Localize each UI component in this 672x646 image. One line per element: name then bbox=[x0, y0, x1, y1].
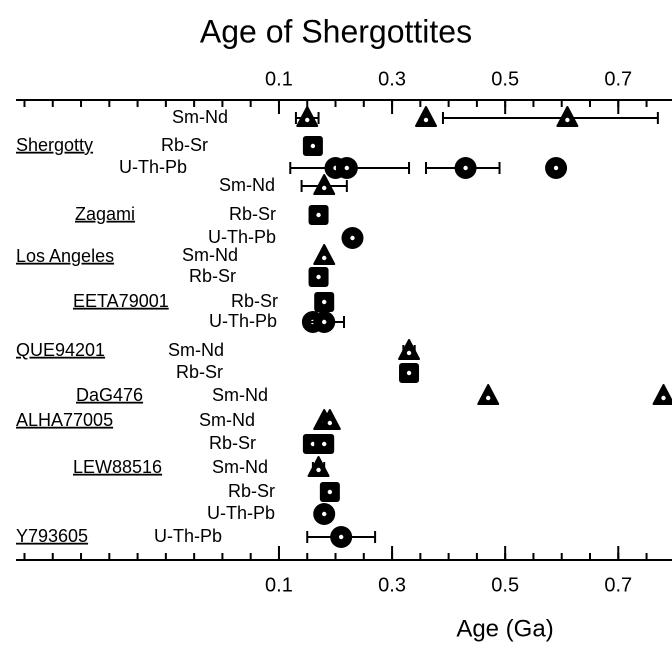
triangle-marker bbox=[652, 384, 672, 405]
meteorite-label: EETA79001 bbox=[73, 291, 169, 311]
marker-dot bbox=[322, 185, 327, 191]
marker-dot bbox=[338, 534, 344, 540]
marker-dot bbox=[553, 165, 559, 171]
method-label: Sm-Nd bbox=[172, 107, 228, 127]
method-label: U-Th-Pb bbox=[154, 526, 222, 546]
meteorite-label: LEW88516 bbox=[73, 457, 162, 477]
meteorite-label: ALHA77005 bbox=[16, 410, 113, 430]
method-label: Rb-Sr bbox=[228, 481, 275, 501]
triangle-marker bbox=[296, 106, 319, 127]
marker-dot bbox=[327, 489, 333, 495]
method-label: U-Th-Pb bbox=[119, 157, 187, 177]
triangle-marker bbox=[415, 106, 437, 127]
marker-dot bbox=[316, 467, 321, 473]
triangle-marker bbox=[318, 409, 341, 430]
method-label: Rb-Sr bbox=[229, 204, 276, 224]
marker-dot bbox=[327, 420, 333, 426]
method-label: Sm-Nd bbox=[199, 410, 255, 430]
triangle-marker bbox=[477, 384, 500, 405]
meteorite-label: Shergotty bbox=[16, 135, 93, 155]
marker-dot bbox=[305, 117, 310, 123]
marker-dot bbox=[344, 165, 350, 171]
marker-dot bbox=[463, 165, 468, 171]
method-label: Sm-Nd bbox=[219, 175, 275, 195]
triangle-marker bbox=[398, 339, 421, 360]
marker-dot bbox=[322, 255, 327, 261]
marker-dot bbox=[406, 350, 412, 356]
method-label: Rb-Sr bbox=[189, 266, 236, 286]
marker-dot bbox=[316, 274, 321, 280]
marker-dot bbox=[406, 370, 412, 376]
method-label: U-Th-Pb bbox=[208, 227, 276, 247]
marker-dot bbox=[565, 117, 570, 123]
meteorite-label: QUE94201 bbox=[16, 340, 105, 360]
marker-dot bbox=[423, 117, 429, 123]
triangle-marker bbox=[313, 244, 336, 265]
method-label: Rb-Sr bbox=[161, 135, 208, 155]
meteorite-label: DaG476 bbox=[76, 385, 143, 405]
method-label: Rb-Sr bbox=[209, 433, 256, 453]
triangle-marker bbox=[307, 456, 330, 477]
marker-dot bbox=[322, 441, 327, 447]
method-label: Sm-Nd bbox=[212, 385, 268, 405]
marker-dot bbox=[322, 299, 327, 305]
method-label: Sm-Nd bbox=[212, 457, 268, 477]
method-label: U-Th-Pb bbox=[209, 311, 277, 331]
meteorite-label: Y793605 bbox=[16, 526, 88, 546]
x-tick-label: 0.7 bbox=[604, 68, 632, 90]
x-tick-label: 0.1 bbox=[265, 68, 293, 90]
method-label: Rb-Sr bbox=[231, 291, 278, 311]
x-axis-label: Age (Ga) bbox=[456, 615, 553, 642]
method-label: U-Th-Pb bbox=[207, 503, 275, 523]
marker-dot bbox=[310, 441, 316, 447]
x-tick-label: 0.7 bbox=[604, 574, 632, 596]
method-label: Rb-Sr bbox=[176, 362, 223, 382]
marker-dot bbox=[350, 235, 355, 241]
marker-dot bbox=[310, 143, 316, 149]
method-label: Sm-Nd bbox=[182, 245, 238, 265]
triangle-marker bbox=[313, 174, 336, 195]
meteorite-label: Los Angeles bbox=[16, 246, 114, 266]
x-tick-label: 0.5 bbox=[491, 68, 519, 90]
marker-dot bbox=[486, 395, 491, 401]
x-tick-label: 0.3 bbox=[378, 68, 406, 90]
x-tick-label: 0.1 bbox=[265, 574, 293, 596]
method-label: Sm-Nd bbox=[168, 340, 224, 360]
triangle-marker bbox=[556, 106, 579, 127]
chart-title: Age of Shergottites bbox=[200, 13, 472, 49]
marker-dot bbox=[322, 319, 327, 325]
meteorite-label: Zagami bbox=[75, 204, 135, 224]
marker-dot bbox=[316, 212, 321, 218]
marker-dot bbox=[661, 395, 666, 401]
x-tick-label: 0.5 bbox=[491, 574, 519, 596]
x-tick-label: 0.3 bbox=[378, 574, 406, 596]
marker-dot bbox=[322, 511, 327, 517]
